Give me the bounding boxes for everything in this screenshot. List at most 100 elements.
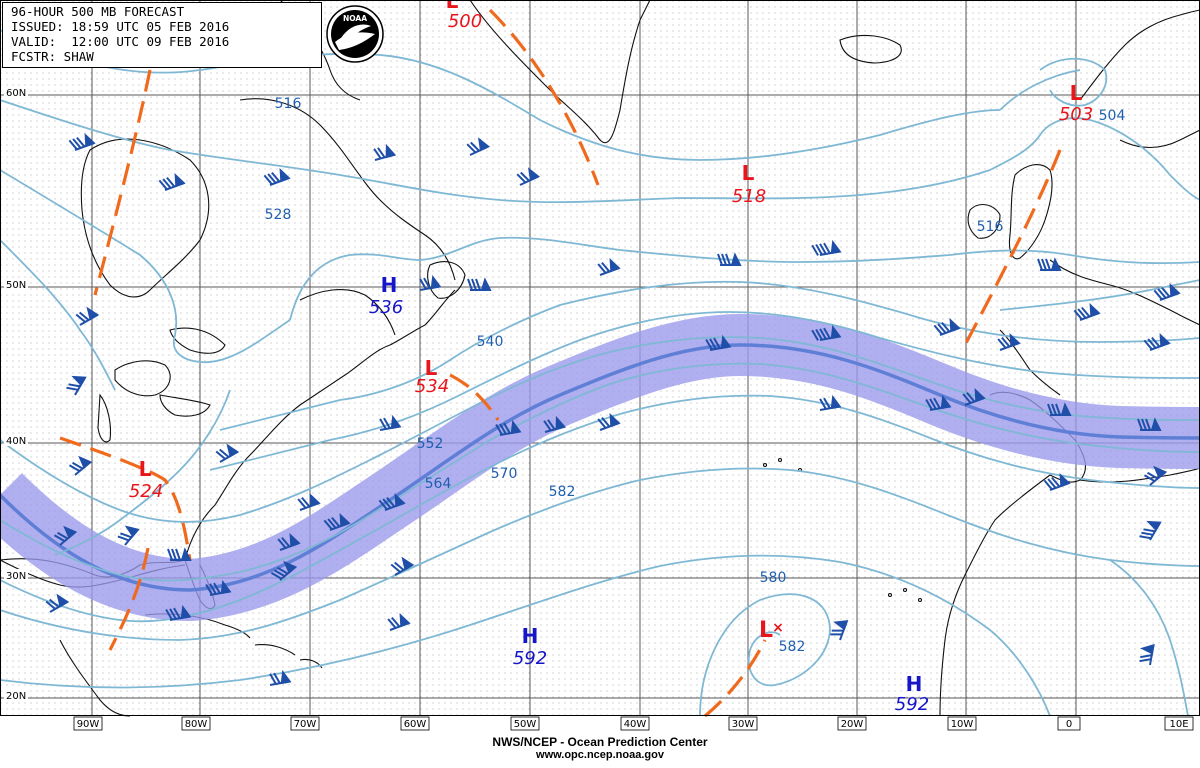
wind-barb bbox=[68, 455, 93, 476]
wind-barb bbox=[1137, 417, 1162, 431]
wind-barb bbox=[66, 375, 87, 396]
forecast-header: 96-HOUR 500 MB FORECAST ISSUED: 18:59 UT… bbox=[2, 2, 322, 68]
wind-barb bbox=[158, 173, 186, 191]
low-symbol: L bbox=[139, 457, 152, 481]
lat-label-40n: 40N bbox=[6, 436, 26, 447]
lon-label-10w: 10W bbox=[951, 719, 974, 730]
trough-line bbox=[449, 373, 500, 421]
lon-label-50w: 50W bbox=[514, 719, 537, 730]
trough-line bbox=[93, 69, 152, 296]
wind-barb bbox=[390, 556, 415, 576]
trough-lines bbox=[59, 8, 1062, 718]
issued-time: ISSUED: 18:59 UTC 05 FEB 2016 bbox=[11, 19, 230, 34]
wind-barb bbox=[297, 493, 321, 511]
low-symbol: L bbox=[759, 618, 773, 643]
lon-label-90w: 90W bbox=[77, 719, 100, 730]
wind-barb bbox=[933, 318, 961, 336]
wind-barb bbox=[1043, 473, 1071, 491]
contour-label: 540 bbox=[477, 334, 504, 350]
wind-barb bbox=[373, 143, 397, 161]
lon-label-10e: 10E bbox=[1169, 719, 1188, 730]
lon-label-70w: 70W bbox=[294, 719, 317, 730]
wind-barb bbox=[1073, 303, 1101, 321]
wind-barb bbox=[270, 560, 298, 581]
wind-barb bbox=[117, 525, 140, 546]
contour-label: 580 bbox=[760, 570, 787, 586]
wind-barb bbox=[75, 306, 100, 326]
high-value: 536 bbox=[369, 297, 403, 318]
wind-barb bbox=[269, 669, 292, 686]
trough-line bbox=[963, 149, 1062, 346]
lon-label-40w: 40W bbox=[624, 719, 647, 730]
wind-barb bbox=[1139, 520, 1162, 541]
contour-label: 552 bbox=[417, 436, 444, 452]
wind-barb bbox=[1153, 283, 1181, 301]
wind-barb bbox=[419, 274, 442, 291]
low-value: 518 bbox=[732, 186, 766, 207]
low-value: 503 bbox=[1059, 104, 1093, 125]
noaa-logo: NOAA bbox=[326, 5, 384, 63]
lat-label-30n: 30N bbox=[6, 571, 26, 582]
wind-barb bbox=[68, 133, 96, 151]
trough-line bbox=[59, 436, 192, 561]
lon-label-60w: 60W bbox=[404, 719, 427, 730]
contour-labels: 516 528 540 552 564 570 582 580 582 504 … bbox=[265, 96, 1126, 655]
contour-label: 516 bbox=[977, 219, 1004, 235]
valid-time: VALID: 12:00 UTC 09 FEB 2016 bbox=[11, 34, 230, 49]
wind-barb bbox=[277, 533, 301, 551]
wind-barb bbox=[1047, 402, 1072, 416]
wind-barb bbox=[962, 388, 986, 406]
wind-barb bbox=[705, 334, 732, 351]
wind-barb bbox=[378, 493, 406, 511]
high-value: 592 bbox=[895, 694, 929, 715]
wind-barb bbox=[167, 547, 192, 561]
contour-label: 564 bbox=[425, 476, 452, 492]
low-value: 534 bbox=[415, 376, 449, 397]
lon-label-80w: 80W bbox=[185, 719, 208, 730]
contour-label: 516 bbox=[275, 96, 302, 112]
wind-barb bbox=[1037, 257, 1062, 271]
wind-barbs bbox=[45, 133, 1181, 686]
forecast-title: 96-HOUR 500 MB FORECAST bbox=[11, 4, 185, 19]
wind-barb bbox=[467, 277, 492, 291]
wind-barb bbox=[819, 394, 842, 411]
low-symbol: L bbox=[1070, 81, 1083, 105]
wind-barb bbox=[516, 167, 541, 186]
forecaster: FCSTR: SHAW bbox=[11, 49, 94, 64]
wind-barb bbox=[1143, 465, 1168, 486]
trough-line bbox=[488, 8, 600, 186]
contour-label: 582 bbox=[549, 484, 576, 500]
wind-barb bbox=[543, 415, 567, 433]
low-symbol: L bbox=[446, 0, 459, 13]
wind-barb bbox=[1143, 333, 1171, 351]
jet-stream bbox=[0, 313, 1200, 622]
lat-label-20n: 20N bbox=[6, 691, 26, 702]
wind-barb bbox=[830, 620, 849, 641]
contour-label: 570 bbox=[491, 466, 518, 482]
wind-barb bbox=[811, 239, 842, 256]
wind-barb bbox=[597, 413, 621, 431]
wind-barb bbox=[45, 593, 70, 613]
wind-barb bbox=[997, 333, 1021, 351]
wind-barb bbox=[387, 613, 411, 631]
high-value: 592 bbox=[513, 648, 547, 669]
jet-axis bbox=[0, 343, 1200, 592]
wind-barb bbox=[323, 513, 351, 531]
wind-barb bbox=[53, 525, 78, 546]
high-symbol: H bbox=[381, 273, 398, 297]
wind-barb bbox=[379, 414, 402, 431]
lat-label-50n: 50N bbox=[6, 280, 26, 291]
lat-label-60n: 60N bbox=[6, 88, 26, 99]
wind-barb bbox=[165, 604, 192, 621]
lon-label-0: 0 bbox=[1066, 719, 1072, 730]
wind-barb bbox=[597, 258, 621, 276]
footer-url[interactable]: www.opc.ncep.noaa.gov bbox=[536, 749, 664, 761]
low-symbol: L bbox=[425, 356, 438, 380]
low-value: 524 bbox=[129, 481, 163, 502]
contour-label: 582 bbox=[779, 639, 806, 655]
low-symbol: L bbox=[742, 161, 755, 185]
lon-label-20w: 20W bbox=[841, 719, 864, 730]
high-symbol: H bbox=[522, 624, 539, 648]
high-symbol: H bbox=[906, 672, 923, 696]
